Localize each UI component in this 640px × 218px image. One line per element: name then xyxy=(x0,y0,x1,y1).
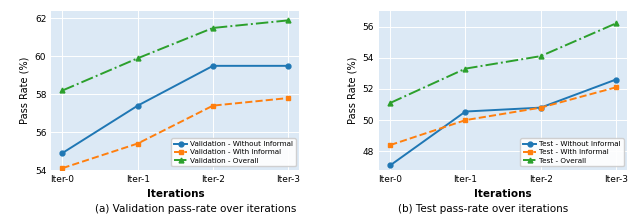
Test - Overall xyxy=(537,55,545,58)
Line: Test - Without Informal: Test - Without Informal xyxy=(388,77,618,168)
Test - With Informal xyxy=(612,86,620,89)
Y-axis label: Pass Rate (%): Pass Rate (%) xyxy=(19,57,29,124)
Test - Overall xyxy=(612,22,620,25)
Validation - Overall xyxy=(134,57,141,60)
Test - Without Informal xyxy=(612,78,620,81)
Validation - With Informal xyxy=(134,142,141,145)
Line: Test - Overall: Test - Overall xyxy=(388,21,618,105)
Validation - Overall xyxy=(59,89,67,92)
Line: Validation - With Informal: Validation - With Informal xyxy=(60,96,291,170)
Test - With Informal xyxy=(537,106,545,109)
Test - Overall xyxy=(461,67,469,70)
Validation - Without Informal xyxy=(284,65,292,67)
Test - Without Informal xyxy=(537,106,545,109)
Line: Test - With Informal: Test - With Informal xyxy=(388,85,618,148)
X-axis label: Iterations: Iterations xyxy=(474,189,532,199)
Test - With Informal xyxy=(387,144,394,146)
Line: Validation - Without Informal: Validation - Without Informal xyxy=(60,63,291,155)
Legend: Test - Without Informal, Test - With Informal, Test - Overall: Test - Without Informal, Test - With Inf… xyxy=(520,138,623,166)
Test - Without Informal xyxy=(387,164,394,167)
Test - Without Informal xyxy=(461,110,469,113)
Legend: Validation - Without Informal, Validation - With Informal, Validation - Overall: Validation - Without Informal, Validatio… xyxy=(171,138,296,166)
Validation - Overall xyxy=(284,19,292,22)
Validation - Overall xyxy=(209,27,217,29)
Text: (b) Test pass-rate over iterations: (b) Test pass-rate over iterations xyxy=(398,204,568,214)
X-axis label: Iterations: Iterations xyxy=(147,189,204,199)
Test - With Informal xyxy=(461,119,469,121)
Y-axis label: Pass Rate (%): Pass Rate (%) xyxy=(347,57,357,124)
Validation - With Informal xyxy=(209,104,217,107)
Validation - With Informal xyxy=(59,167,67,169)
Validation - Without Informal xyxy=(209,65,217,67)
Validation - Without Informal xyxy=(59,152,67,154)
Text: (a) Validation pass-rate over iterations: (a) Validation pass-rate over iterations xyxy=(95,204,296,214)
Test - Overall xyxy=(387,102,394,104)
Validation - With Informal xyxy=(284,97,292,99)
Validation - Without Informal xyxy=(134,104,141,107)
Line: Validation - Overall: Validation - Overall xyxy=(60,18,291,93)
